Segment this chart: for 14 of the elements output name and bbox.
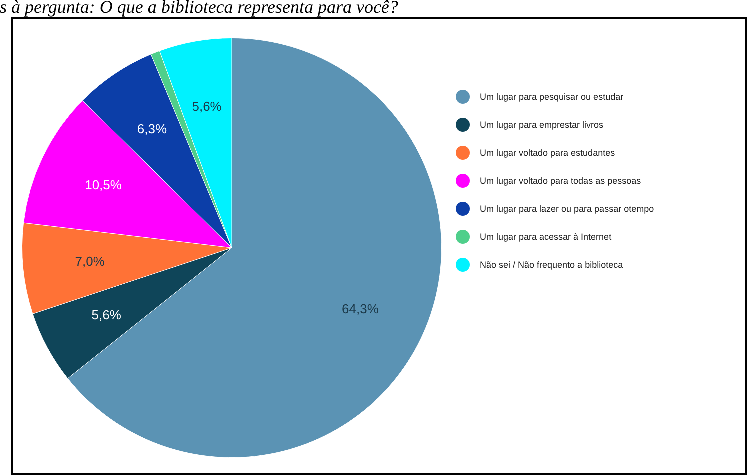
legend-label: Um lugar para lazer ou para passar otempo <box>480 203 654 216</box>
legend-label: Um lugar voltado para estudantes <box>480 147 616 160</box>
data-label: 7,0% <box>75 254 106 269</box>
legend-label: Um lugar voltado para todas as pessoas <box>480 175 642 188</box>
legend-label: Um lugar para acessar à Internet <box>480 231 612 244</box>
data-label: 5,6% <box>192 99 222 114</box>
legend-label: Um lugar para pesquisar ou estudar <box>480 91 624 104</box>
data-label: 64,3% <box>342 302 380 317</box>
data-label: 5,6% <box>92 308 122 323</box>
data-label: 10,5% <box>85 178 122 193</box>
data-label: 6,3% <box>137 121 168 136</box>
chart-title: s à pergunta: O que a biblioteca representa para você? <box>0 0 398 18</box>
legend-label: Não sei / Não frequento a biblioteca <box>480 259 624 272</box>
legend-label: Um lugar para emprestar livros <box>480 119 604 132</box>
